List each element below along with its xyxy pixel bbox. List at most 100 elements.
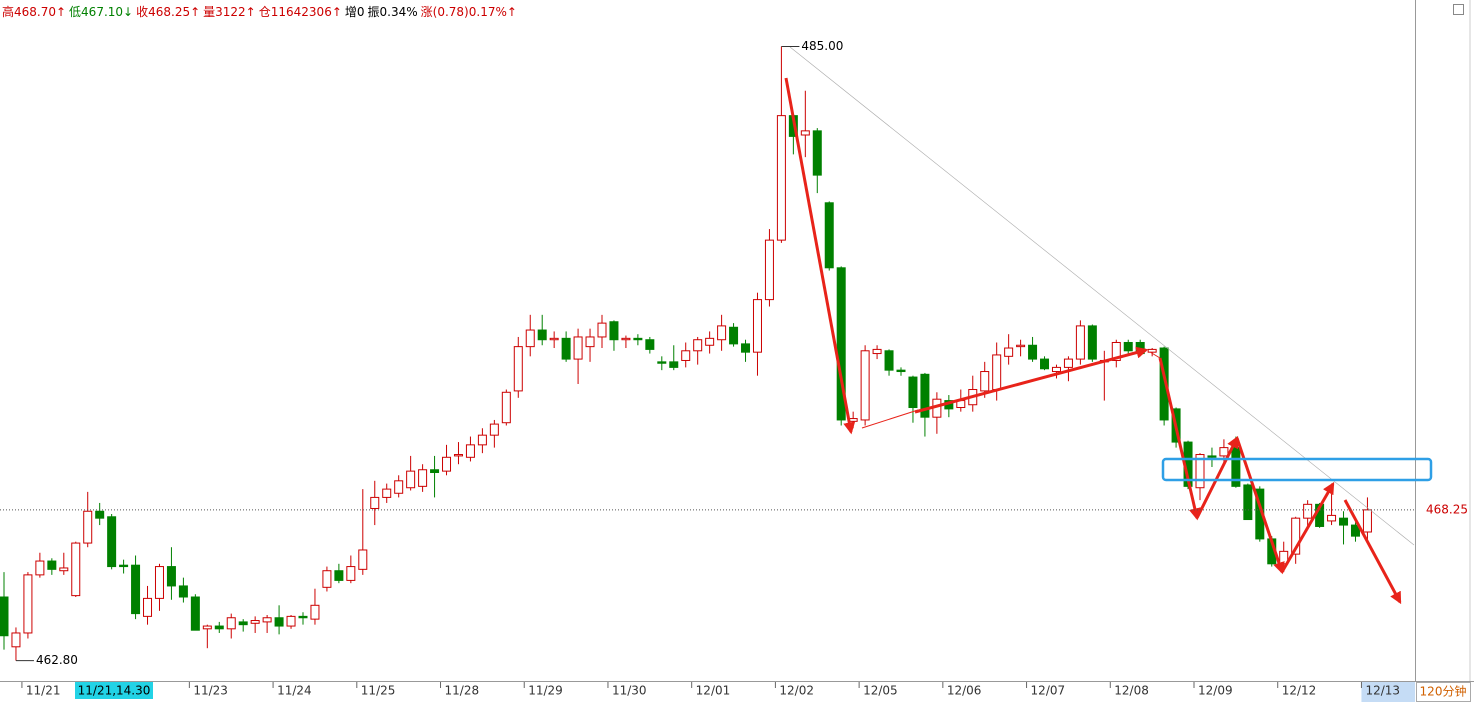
header-item: 低467.10↓ [69,5,134,19]
trend-line [789,46,1415,546]
candle-body [980,371,990,392]
x-tick-label: 12/02 [779,684,814,698]
candle-body [489,423,499,436]
header-item: 振0.34% [367,5,418,19]
candle-body [1004,347,1014,357]
low-label: 462.80 [36,653,78,667]
candle-body [525,329,535,348]
plot-area [0,46,1372,661]
candle-body [1051,366,1061,373]
header-item: 量3122↑ [203,5,256,19]
candle-body [190,596,200,631]
candle-body [717,325,727,341]
candle-body [418,469,428,487]
candle-body [776,115,786,241]
candle-body [1040,358,1050,370]
candle-body [442,456,452,472]
header: 高468.70↑ 低467.10↓ 收468.25↑ 量3122↑ 仓11642306↑… [2,3,520,20]
candle-body [1123,341,1133,352]
cursor-bg [75,682,153,699]
candle-body [465,444,475,458]
x-tick-label: 11/21 [26,684,61,698]
candle-body [154,566,164,599]
candle-body [729,326,739,345]
candle-body [346,566,356,581]
candle-body [585,336,595,348]
arrow [1195,435,1239,519]
x-tick-label: 11/24 [277,684,312,698]
candle-body [645,339,655,350]
x-tick-label: 11/29 [528,684,563,698]
candle-body [633,337,643,341]
x-tick-label: 12/06 [947,684,982,698]
x-tick-label: 12/07 [1031,684,1066,698]
candle-body [1339,517,1349,526]
candle-body [11,632,21,648]
candle-body [143,597,153,617]
candle-body [262,617,272,623]
candle-body [1063,358,1073,368]
candle-body [1350,524,1360,537]
candle-body [298,615,308,619]
candle-body [681,350,691,361]
candle-body [741,343,751,353]
candle-body [394,480,404,494]
candle-body [1111,341,1121,361]
candle-body [1195,454,1205,489]
candle-body [23,574,33,634]
candle-body [370,496,380,509]
candle-body [1159,347,1169,421]
high-label: 485.00 [801,39,843,53]
candle-body [310,604,320,620]
candle-body [477,434,487,446]
candle-body [71,542,81,597]
candle-body [1219,447,1229,457]
cursor-label: 11/21,14.30 [78,684,151,698]
candle-body [693,339,703,352]
candle-body [1075,325,1085,360]
header-item: 增0 [344,5,365,19]
x-tick-label: 12/08 [1114,684,1149,698]
candle-body [513,346,523,392]
thin-arrow-line [1149,351,1161,359]
header-item: 仓11642306↑ [258,5,342,19]
x-tick-label: 11/30 [612,684,647,698]
arrow [914,346,1149,414]
arrow [1235,437,1285,575]
annotation-arrows [784,77,1402,605]
candle-body [322,570,332,588]
period-box[interactable] [1416,682,1471,702]
arrow [1280,481,1335,573]
arrow [1343,499,1402,605]
window-button[interactable] [1453,4,1464,15]
candle-body [824,202,834,269]
arrow [1158,357,1201,521]
candle-body [59,567,69,572]
last-price-label: 468.25 [1426,502,1468,516]
candle-body [1303,503,1313,519]
candle-body [705,337,715,346]
period-label[interactable]: 120分钟 [1420,684,1467,699]
candle-body [1087,325,1097,360]
candle-body [358,549,368,570]
x-tick-label: 12/01 [696,684,731,698]
candle-body [238,621,248,626]
last-date-bg [1361,682,1415,702]
candle-body [908,376,918,409]
candle-body [250,620,260,624]
candle-body [764,239,774,301]
header-item: 高468.70↑ [2,5,67,19]
candle-body [1362,509,1372,533]
candle-body [1291,517,1301,555]
candle-body [597,322,607,338]
x-tick-label: 11/25 [361,684,396,698]
thin-arrow-line [861,409,919,429]
header-item: 收468.25↑ [136,5,201,19]
candle-body [382,488,392,498]
candle-body [657,361,667,364]
x-tick-label: 12/05 [863,684,898,698]
candle-body [992,354,1002,391]
candle-body [178,585,188,598]
candle-body [334,570,344,581]
